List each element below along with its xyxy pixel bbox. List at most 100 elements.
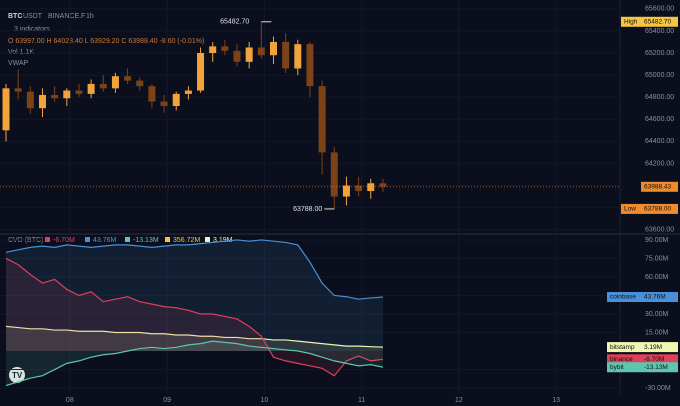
- y-tick-label: 65200.00: [645, 50, 674, 57]
- x-tick-label: 13: [552, 397, 560, 404]
- y-tick-label: 64600.00: [645, 116, 674, 123]
- indicators: 3 indicators: [14, 26, 50, 33]
- candle-body: [245, 47, 253, 62]
- series-tag-name: bitstamp: [610, 344, 635, 351]
- candle-body: [342, 185, 350, 197]
- candle-body: [111, 76, 119, 89]
- y-tick-label: 65000.00: [645, 72, 674, 79]
- y-tick-label: 64200.00: [645, 160, 674, 167]
- y-tick-label: 30.00M: [645, 311, 669, 318]
- candle-body: [330, 152, 338, 197]
- svg-text:TV: TV: [12, 371, 23, 380]
- annotation-label: 65482.70: [220, 19, 249, 26]
- y-tick-label: 64800.00: [645, 94, 674, 101]
- price-tag-value: 63788.00: [644, 206, 671, 213]
- y-tick-label: 63600.00: [645, 227, 674, 234]
- legend-swatch: [45, 237, 50, 242]
- series-tag-value: -13.13M: [644, 364, 668, 371]
- cvd-area: [6, 341, 383, 386]
- price-tag-name: High: [624, 19, 638, 26]
- candle-body: [2, 88, 10, 131]
- y-tick-label: 15.00M: [645, 329, 669, 336]
- x-tick-label: 08: [66, 397, 74, 404]
- candle-body: [172, 93, 180, 107]
- annotation-label: 63788.00: [293, 206, 322, 213]
- candle-body: [63, 90, 71, 99]
- candle-body: [379, 183, 387, 187]
- candle-body: [294, 44, 302, 69]
- candle-body: [99, 83, 107, 89]
- candle-body: [148, 86, 156, 102]
- price-tag-name: Low: [624, 206, 636, 213]
- candle-body: [14, 88, 22, 92]
- volume-label: Vol 1.1K: [8, 49, 34, 56]
- legend-swatch: [125, 237, 130, 242]
- candle-body: [136, 80, 144, 87]
- candle-body: [75, 90, 83, 94]
- cvd-line: [5, 340, 384, 387]
- ohlc: O 63997.00 H 64023.40 L 63929.20 C 63988…: [8, 38, 204, 45]
- series-tag: [607, 342, 678, 353]
- legend-swatch: [165, 237, 170, 242]
- logo: TV: [9, 367, 25, 383]
- series-tag-value: -6.70M: [644, 356, 664, 363]
- x-tick-label: 12: [455, 397, 463, 404]
- candle-body: [87, 83, 95, 94]
- cvd-line: [5, 325, 383, 348]
- candle-body: [38, 94, 46, 109]
- interval: 1h: [86, 13, 94, 20]
- y-tick-label: -30.00M: [645, 385, 671, 392]
- candle-body: [160, 101, 168, 107]
- series-tag-name: binance: [610, 356, 633, 363]
- x-tick-label: 10: [260, 397, 268, 404]
- exchange: BINANCE.F: [48, 13, 85, 20]
- cvd-area: [6, 239, 383, 352]
- cvd-line: [5, 257, 383, 377]
- price-tag: [621, 203, 678, 214]
- candle-body: [318, 86, 326, 153]
- last-price-label: 63988.43: [644, 184, 671, 191]
- y-tick-label: 60.00M: [645, 274, 669, 281]
- candle-body: [355, 185, 363, 192]
- series-tag-name: coinbase: [610, 294, 636, 301]
- candle-body: [367, 183, 375, 192]
- candle-body: [184, 90, 192, 94]
- vwap-label: VWAP: [8, 60, 29, 67]
- candle-body: [209, 46, 217, 54]
- legend-value: 3.19M: [213, 237, 233, 244]
- candle-body: [282, 41, 290, 69]
- cvd-area: [6, 258, 383, 376]
- series-tag-value: 3.19M: [644, 344, 662, 351]
- legend-value: 356.72M: [173, 237, 200, 244]
- y-tick-label: 65400.00: [645, 28, 674, 35]
- cvd-line: [5, 239, 383, 300]
- series-tag-name: bybit: [610, 364, 624, 371]
- candle-body: [221, 46, 229, 51]
- candle-body: [269, 41, 277, 56]
- y-tick-label: 65600.00: [645, 6, 674, 13]
- candle-body: [26, 91, 34, 109]
- series-tag: [607, 362, 678, 373]
- legend-swatch: [205, 237, 210, 242]
- candle-body: [306, 44, 314, 87]
- legend-value: -13.13M: [133, 237, 159, 244]
- price-tag-value: 65482.70: [644, 19, 671, 26]
- price-tag: [621, 16, 678, 27]
- series-tag: [607, 292, 678, 303]
- cvd-area: [6, 326, 383, 352]
- y-tick-label: 90.00M: [645, 237, 669, 244]
- y-tick-label: 75.00M: [645, 255, 669, 262]
- symbol: BTC: [8, 13, 22, 20]
- x-tick-label: 11: [358, 397, 365, 404]
- quote: USDT: [23, 13, 43, 20]
- candle-body: [197, 53, 205, 91]
- candle-body: [51, 94, 59, 99]
- y-tick-label: 64400.00: [645, 138, 674, 145]
- candle-body: [257, 47, 265, 56]
- candle-body: [124, 76, 132, 81]
- candle-body: [233, 50, 241, 62]
- legend-swatch: [85, 237, 90, 242]
- series-tag: [607, 354, 678, 365]
